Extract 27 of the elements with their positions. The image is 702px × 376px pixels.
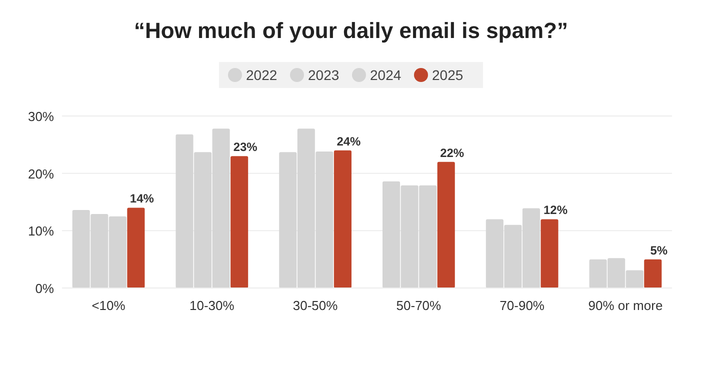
y-tick-label: 30% xyxy=(28,109,54,124)
y-tick-label: 0% xyxy=(35,281,54,296)
legend-label: 2025 xyxy=(432,67,464,83)
data-label: 12% xyxy=(543,203,568,218)
x-tick-label: 30-50% xyxy=(292,298,338,313)
x-tick-label: 70-90% xyxy=(500,298,545,313)
y-tick-label: 20% xyxy=(28,166,54,182)
data-label: 14% xyxy=(130,192,154,206)
legend-label: 2024 xyxy=(370,67,402,83)
legend-label: 2023 xyxy=(308,67,340,83)
data-label: 22% xyxy=(440,146,464,160)
bar xyxy=(437,162,455,288)
data-label: 5% xyxy=(650,243,668,258)
x-tick-label: 90% or more xyxy=(588,298,663,313)
bar xyxy=(334,150,352,288)
data-label: 24% xyxy=(336,134,362,148)
chart-title: “How much of your daily email is spam?” xyxy=(134,18,568,43)
bar xyxy=(644,259,662,288)
data-label: 23% xyxy=(233,140,258,154)
bar xyxy=(230,156,248,288)
bar xyxy=(540,219,558,288)
legend-label: 2022 xyxy=(246,67,278,83)
y-tick-label: 10% xyxy=(28,224,54,239)
bar xyxy=(127,208,145,288)
x-tick-label: 50-70% xyxy=(396,298,442,313)
x-tick-label: 10-30% xyxy=(190,298,235,313)
x-tick-label: <10% xyxy=(92,298,126,313)
